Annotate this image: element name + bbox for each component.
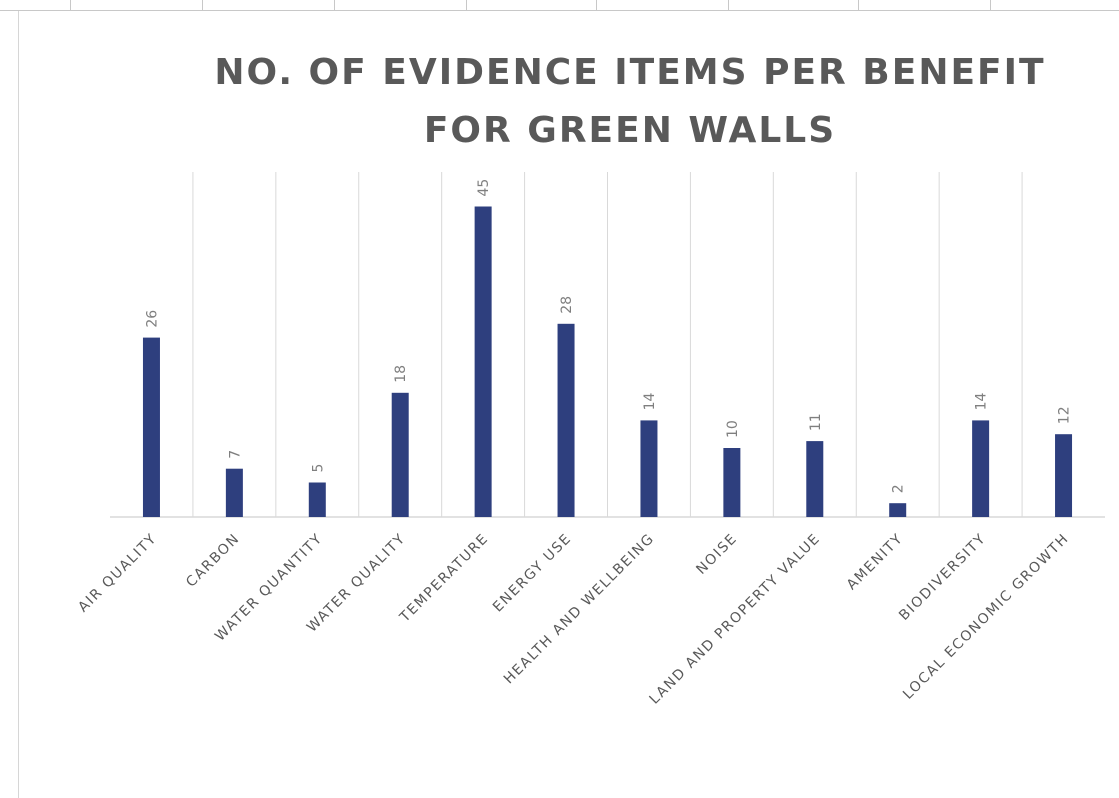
- category-label: LAND AND PROPERTY VALUE: [647, 531, 824, 708]
- data-label: 14: [974, 392, 990, 410]
- column-divider: [990, 0, 991, 10]
- column-divider: [70, 0, 71, 10]
- chart-title: NO. OF EVIDENCE ITEMS PER BENEFIT FOR GR…: [180, 44, 1080, 160]
- data-label: 14: [642, 392, 658, 410]
- bar: [889, 503, 907, 517]
- category-label: BIODIVERSITY: [896, 531, 989, 624]
- bar: [308, 482, 326, 517]
- chart-title-line-2: FOR GREEN WALLS: [423, 110, 837, 151]
- data-label: 18: [393, 365, 409, 383]
- column-divider: [858, 0, 859, 10]
- bar: [640, 420, 658, 517]
- data-label: 11: [808, 413, 824, 431]
- bar: [972, 420, 990, 517]
- category-label: ENERGY USE: [490, 531, 575, 616]
- bar: [557, 323, 575, 517]
- chart-title-line-1: NO. OF EVIDENCE ITEMS PER BENEFIT: [214, 52, 1046, 93]
- column-divider: [596, 0, 597, 10]
- column-divider: [466, 0, 467, 10]
- data-label: 7: [227, 450, 243, 459]
- spreadsheet-row-border: [18, 11, 19, 798]
- bar: [225, 468, 243, 517]
- bar: [391, 392, 409, 517]
- bar: [1055, 434, 1073, 517]
- data-label: 28: [559, 296, 575, 314]
- data-label: 5: [310, 464, 326, 473]
- column-divider: [334, 0, 335, 10]
- data-label: 45: [476, 179, 492, 197]
- bar: [142, 337, 160, 517]
- spreadsheet-column-header: [0, 0, 1119, 11]
- category-label: AMENITY: [844, 531, 907, 594]
- category-label: NOISE: [693, 531, 740, 578]
- data-label: 12: [1057, 406, 1073, 424]
- category-label: TEMPERATURE: [396, 531, 492, 627]
- bar: [474, 206, 492, 517]
- data-label: 2: [891, 484, 907, 493]
- column-divider: [202, 0, 203, 10]
- bar: [723, 448, 741, 517]
- data-label: 10: [725, 420, 741, 438]
- bar: [806, 441, 824, 517]
- category-label: HEALTH AND WELLBEING: [501, 531, 658, 688]
- category-label: LOCAL ECONOMIC GROWTH: [900, 531, 1072, 703]
- data-label: 26: [144, 310, 160, 328]
- column-divider: [728, 0, 729, 10]
- category-label: AIR QUALITY: [75, 531, 160, 616]
- category-label: CARBON: [183, 531, 243, 591]
